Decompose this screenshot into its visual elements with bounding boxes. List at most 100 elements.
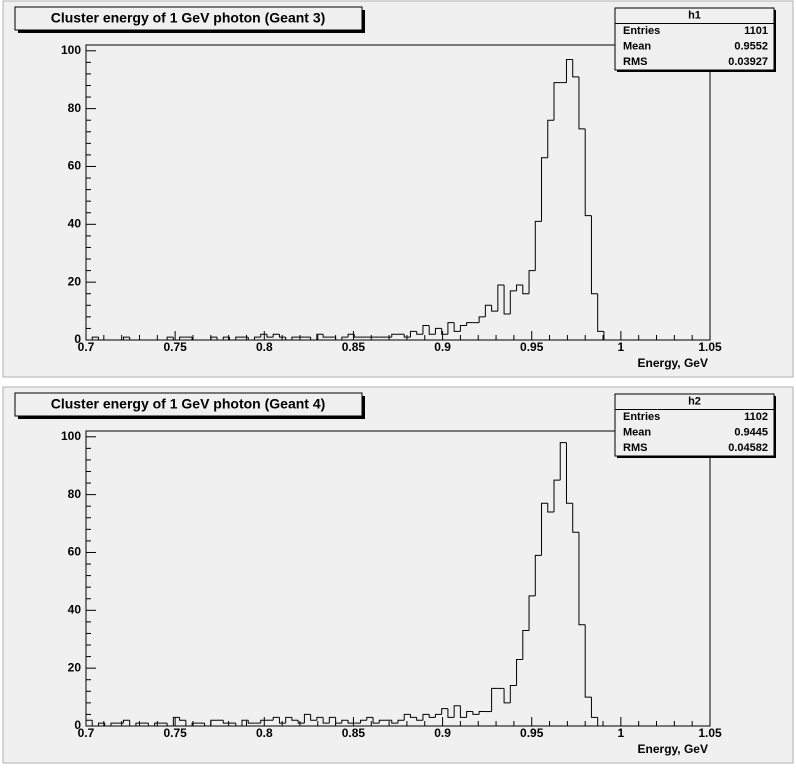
stats-name: h1	[688, 10, 701, 22]
histogram-bin	[260, 719, 267, 724]
chart-title: Cluster energy of 1 GeV photon (Geant 4)	[51, 396, 326, 412]
histogram-bin	[316, 333, 324, 340]
histogram-bin	[91, 720, 99, 727]
histogram-bin	[335, 337, 342, 341]
histogram-bin	[185, 720, 193, 727]
y-tick-label: 0	[74, 718, 81, 732]
histogram-bin	[459, 325, 467, 332]
histogram-bin	[191, 722, 199, 726]
stats-label: Entries	[623, 25, 660, 37]
x-tick-label: 1	[618, 726, 625, 740]
y-tick-label: 60	[68, 159, 82, 173]
histogram-bin	[110, 722, 118, 726]
histogram-bin	[516, 284, 523, 291]
histogram-bin	[122, 719, 130, 724]
histogram-bin	[466, 322, 473, 326]
panel: Cluster energy of 1 GeV photon (Geant 4)…	[2, 386, 794, 764]
histogram-bin	[478, 711, 486, 715]
histogram-bin	[472, 711, 480, 715]
histogram-bin	[360, 719, 367, 724]
histogram-bin	[590, 215, 598, 295]
histogram-bin	[453, 322, 461, 332]
histogram-bin	[285, 337, 292, 341]
histogram-bin	[578, 76, 586, 130]
y-tick-label: 100	[61, 429, 81, 443]
histogram-bin	[222, 720, 230, 724]
histogram-bin	[491, 687, 498, 712]
histogram-bin	[391, 720, 398, 724]
x-tick-label: 0.8	[256, 340, 273, 354]
x-tick-label: 0.7	[78, 726, 95, 740]
histogram-bin	[378, 719, 386, 724]
histogram-bin	[397, 719, 405, 724]
histogram-bin	[572, 503, 579, 533]
histogram-bin	[129, 337, 136, 341]
histogram-bin	[347, 720, 355, 724]
histogram-bin	[391, 333, 398, 338]
histogram-bin	[597, 717, 604, 727]
histogram-bin	[278, 334, 286, 338]
histogram-bin	[266, 334, 274, 338]
histogram-bin	[416, 331, 423, 335]
histogram-bin	[97, 337, 105, 341]
histogram-bin	[247, 720, 255, 724]
histogram-bin	[291, 717, 299, 721]
histogram-bin	[484, 304, 492, 317]
y-tick-label: 60	[68, 545, 82, 559]
stats-box	[614, 393, 775, 457]
histogram-bin	[335, 717, 342, 724]
stats-value: 0.03927	[728, 56, 768, 68]
histogram-bin	[210, 336, 218, 340]
histogram-bin	[459, 705, 467, 718]
y-tick-label: 20	[68, 274, 82, 288]
histogram-bin	[235, 336, 242, 340]
histogram-bin	[353, 334, 361, 338]
histogram-bin	[584, 624, 592, 698]
x-axis-label: Energy, GeV	[638, 356, 708, 370]
stats-label: Mean	[623, 427, 651, 439]
histogram-bin	[253, 336, 261, 340]
histogram-bin	[347, 333, 355, 338]
x-tick-label: 0.85	[342, 340, 366, 354]
title-box	[14, 392, 363, 417]
histogram-bin	[247, 337, 255, 341]
histogram-bin	[422, 713, 430, 721]
histogram-bin	[503, 285, 511, 315]
stats-label: RMS	[623, 442, 647, 454]
histogram-bin	[235, 723, 242, 727]
histogram-bin	[310, 337, 317, 341]
histogram-bin	[129, 720, 136, 727]
histogram-bin	[403, 713, 411, 721]
histogram-bin	[91, 336, 99, 340]
histogram-bin	[341, 719, 349, 724]
stats-label: RMS	[623, 56, 647, 68]
histogram-bin	[428, 325, 436, 335]
histogram-bin	[553, 479, 561, 512]
histogram-bin	[179, 717, 186, 721]
histogram-bin	[578, 532, 586, 626]
y-tick-label: 100	[61, 43, 81, 57]
histogram-bin	[478, 316, 486, 323]
histogram-bin	[565, 58, 573, 83]
histogram-bin	[328, 716, 336, 724]
x-tick-label: 0.95	[520, 726, 544, 740]
histogram-bin	[172, 716, 180, 726]
x-tick-label: 0.75	[163, 340, 187, 354]
x-tick-label: 0.85	[342, 726, 366, 740]
x-tick-label: 0.95	[520, 340, 544, 354]
histogram-bin	[316, 716, 324, 721]
histogram-bin	[191, 337, 199, 341]
histogram-bin	[409, 714, 417, 718]
histogram-bin	[104, 723, 111, 727]
histogram-bin	[503, 688, 511, 704]
x-tick-label: 1.05	[698, 726, 722, 740]
histogram-bin	[154, 722, 161, 726]
histogram-bin	[522, 630, 530, 660]
histogram-bin	[172, 337, 180, 341]
histogram-bin	[409, 330, 417, 338]
histogram-bin	[559, 442, 567, 481]
histogram-bin	[322, 717, 330, 724]
histogram-bin	[416, 717, 423, 721]
